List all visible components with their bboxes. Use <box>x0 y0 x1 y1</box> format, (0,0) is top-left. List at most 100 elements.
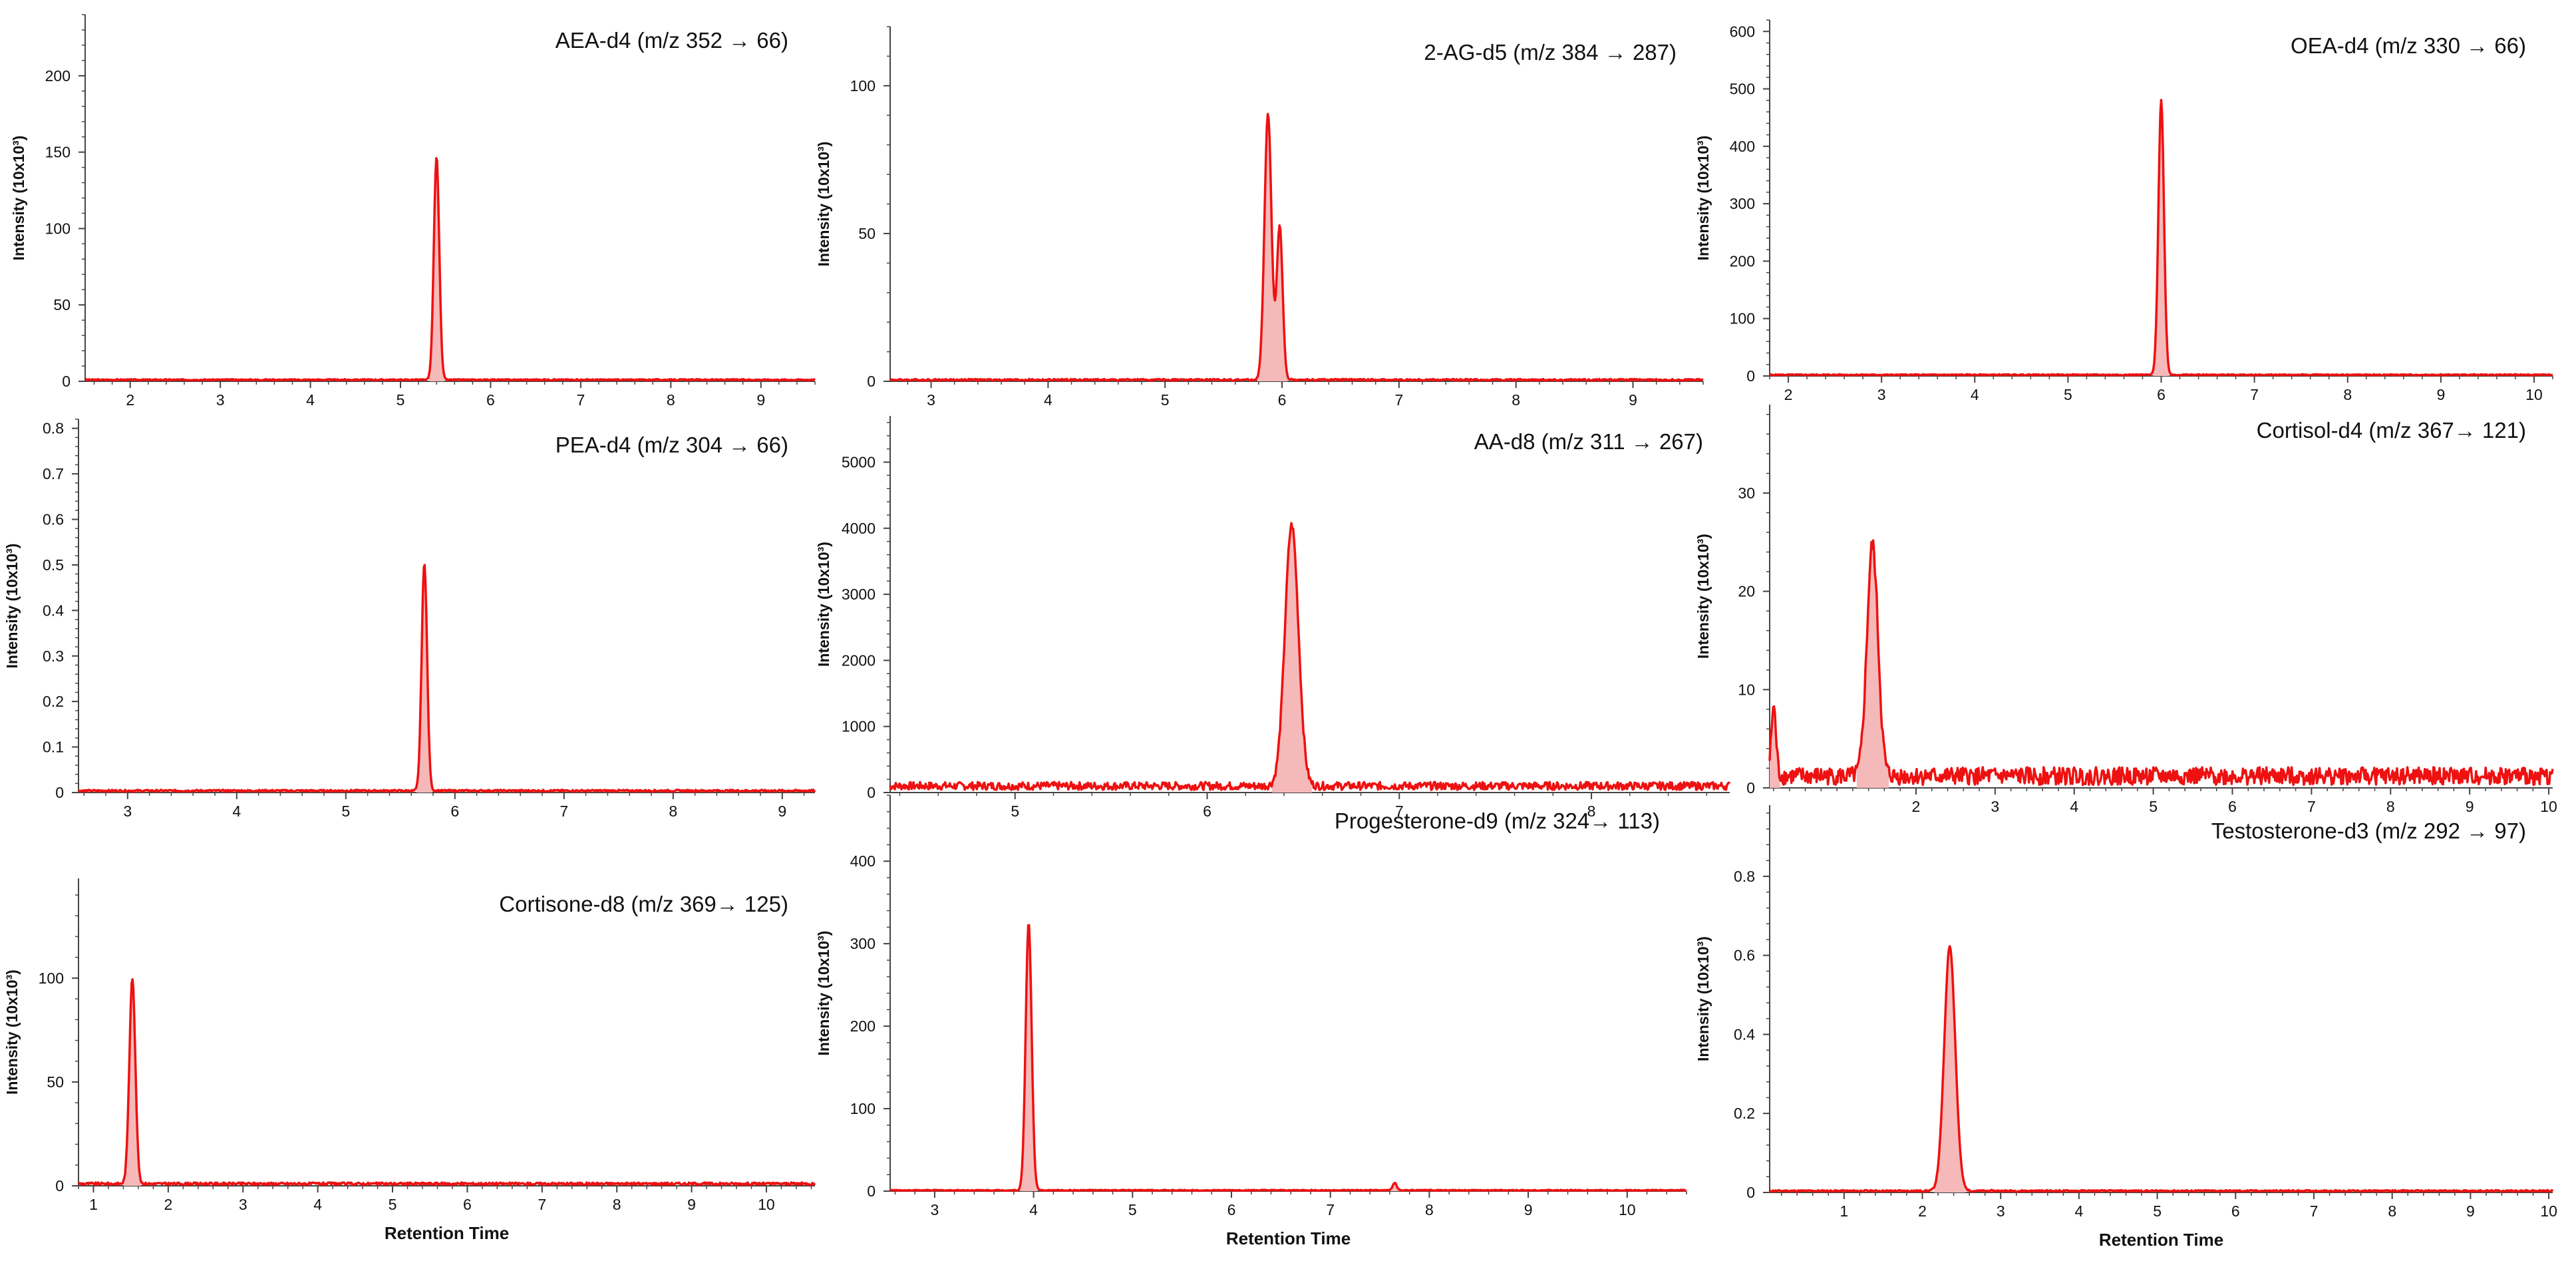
y-tick-label: 0.7 <box>43 465 64 482</box>
panel-title: Progesterone-d9 (m/z 324→ 113) <box>1335 809 1660 833</box>
x-tick-label: 5 <box>1011 803 1019 820</box>
x-tick-label: 6 <box>1203 803 1211 820</box>
y-tick-label: 200 <box>850 1017 876 1035</box>
chromatogram-panel-6: 2 3 4 5 6 7 8 9 10 0 10 20 30 Intensity (10x10³) Corti… <box>1694 405 2557 815</box>
y-tick-label: 4000 <box>842 520 876 537</box>
x-tick-label: 9 <box>2436 386 2445 403</box>
y-tick-label: 0.6 <box>1734 947 1755 964</box>
x-tick-label: 4 <box>306 391 315 409</box>
x-tick-label: 7 <box>1326 1201 1335 1218</box>
panel-title: OEA-d4 (m/z 330 → 66) <box>2291 33 2526 58</box>
panel-title: Cortisone-d8 (m/z 369→ 125) <box>499 892 788 916</box>
y-axis-label: Intensity (10x10³) <box>3 970 21 1095</box>
y-tick-label: 600 <box>1730 23 1755 40</box>
x-tick-label: 8 <box>2343 386 2352 403</box>
peak-fill-1 <box>1271 523 1312 793</box>
x-tick-label: 9 <box>778 803 786 820</box>
chromatogram-panel-5: 5 6 7 8 0 1000 2000 3000 4000 5000 Intensity (10x1… <box>815 416 1731 820</box>
x-tick-label: 9 <box>1524 1201 1533 1218</box>
y-tick-label: 300 <box>850 935 876 952</box>
x-tick-label: 10 <box>758 1196 775 1213</box>
y-tick-label: 0.4 <box>1734 1025 1755 1043</box>
y-tick-label: 50 <box>47 1073 64 1091</box>
x-tick-label: 7 <box>2310 1202 2319 1220</box>
x-tick-label: 3 <box>927 391 935 409</box>
x-tick-label: 7 <box>1394 391 1403 409</box>
x-tick-label: 3 <box>239 1196 247 1213</box>
y-tick-label: 1000 <box>842 718 876 735</box>
x-tick-label: 7 <box>2307 798 2316 815</box>
x-tick-label: 6 <box>450 803 459 820</box>
y-axis-label: Intensity (10x10³) <box>815 142 832 267</box>
x-tick-label: 9 <box>2466 1202 2475 1220</box>
x-tick-label: 9 <box>1629 391 1637 409</box>
x-tick-label: 9 <box>756 391 765 409</box>
y-tick-label: 0 <box>1746 1184 1755 1201</box>
x-tick-label: 5 <box>397 391 405 409</box>
y-tick-label: 0.2 <box>1734 1105 1755 1122</box>
panel-title: 2-AG-d5 (m/z 384 → 287) <box>1424 40 1677 65</box>
chromatogram-trace <box>1768 539 2554 787</box>
x-tick-label: 5 <box>2153 1202 2162 1220</box>
x-tick-label: 6 <box>486 391 495 409</box>
x-tick-label: 5 <box>1128 1201 1137 1218</box>
chromatogram-trace <box>1768 945 2554 1193</box>
y-tick-label: 400 <box>850 852 876 870</box>
y-tick-label: 0 <box>867 373 876 390</box>
panel-title: Testosterone-d3 (m/z 292 → 97) <box>2211 818 2526 843</box>
x-tick-label: 7 <box>2250 386 2259 403</box>
x-tick-label: 8 <box>1587 803 1596 820</box>
x-tick-label: 8 <box>2386 798 2395 815</box>
x-tick-label: 10 <box>2540 798 2557 815</box>
y-axis-label: Intensity (10x10³) <box>1694 534 1712 659</box>
x-tick-label: 3 <box>1877 386 1886 403</box>
panel-title: AA-d8 (m/z 311 → 267) <box>1474 429 1703 454</box>
x-tick-label: 6 <box>463 1196 472 1213</box>
panel-title: PEA-d4 (m/z 304 → 66) <box>556 433 788 457</box>
y-tick-label: 300 <box>1730 195 1755 212</box>
chromatogram-panel-1: 2 3 4 5 6 7 8 9 0 50 100 150 200 Intensity (10x10³) AE… <box>10 14 816 409</box>
x-tick-label: 7 <box>538 1196 546 1213</box>
x-tick-label: 5 <box>389 1196 397 1213</box>
y-axis-label: Intensity (10x10³) <box>815 931 832 1056</box>
y-tick-label: 10 <box>1738 681 1755 698</box>
chromatogram-trace <box>889 522 1731 791</box>
x-tick-label: 3 <box>216 391 225 409</box>
y-axis-label: Intensity (10x10³) <box>10 136 27 261</box>
y-tick-label: 50 <box>858 225 876 242</box>
y-tick-label: 0.1 <box>43 739 64 756</box>
x-axis-label: Retention Time <box>1226 1228 1351 1248</box>
y-tick-label: 0 <box>1746 367 1755 385</box>
chromatogram-trace <box>77 564 816 793</box>
y-axis-label: Intensity (10x10³) <box>1694 936 1712 1061</box>
x-tick-label: 6 <box>1278 391 1287 409</box>
y-axis-label: Intensity (10x10³) <box>1694 136 1712 261</box>
x-tick-label: 7 <box>560 803 568 820</box>
x-tick-label: 3 <box>123 803 132 820</box>
y-tick-label: 150 <box>45 144 71 161</box>
y-tick-label: 0.3 <box>43 647 64 665</box>
panel-title: AEA-d4 (m/z 352 → 66) <box>556 28 788 53</box>
y-tick-label: 500 <box>1730 81 1755 98</box>
x-tick-label: 10 <box>2540 1202 2557 1220</box>
x-tick-label: 2 <box>1912 798 1921 815</box>
y-tick-label: 30 <box>1738 484 1755 502</box>
y-tick-label: 0.5 <box>43 556 64 574</box>
y-tick-label: 100 <box>1730 310 1755 327</box>
chromatogram-panel-4: 3 4 5 6 7 8 9 0 0.1 0.2 0.3 0.4 0.5 0.6 0.7 0.8 Intensit… <box>3 419 816 820</box>
x-tick-label: 10 <box>2525 386 2543 403</box>
y-tick-label: 200 <box>45 67 71 85</box>
chromatogram-trace <box>1769 98 2553 377</box>
y-tick-label: 0 <box>55 1177 64 1194</box>
y-tick-label: 100 <box>39 970 64 987</box>
x-tick-label: 4 <box>1971 386 1979 403</box>
x-tick-label: 4 <box>313 1196 322 1213</box>
peak-fill-1 <box>1934 946 1966 1192</box>
x-axis-label: Retention Time <box>2099 1230 2223 1250</box>
y-tick-label: 3000 <box>842 586 876 603</box>
x-tick-label: 8 <box>613 1196 621 1213</box>
x-tick-label: 8 <box>1425 1201 1434 1218</box>
x-tick-label: 1 <box>89 1196 98 1213</box>
